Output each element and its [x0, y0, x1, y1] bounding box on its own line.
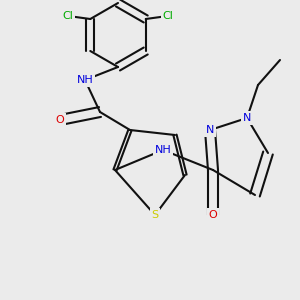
Text: NH: NH [154, 145, 171, 155]
Text: Cl: Cl [162, 11, 173, 21]
Text: S: S [152, 210, 159, 220]
Text: NH: NH [76, 75, 93, 85]
Text: N: N [206, 125, 214, 135]
Text: Cl: Cl [63, 11, 74, 21]
Text: O: O [208, 210, 217, 220]
Text: N: N [243, 113, 251, 123]
Text: O: O [56, 115, 64, 125]
